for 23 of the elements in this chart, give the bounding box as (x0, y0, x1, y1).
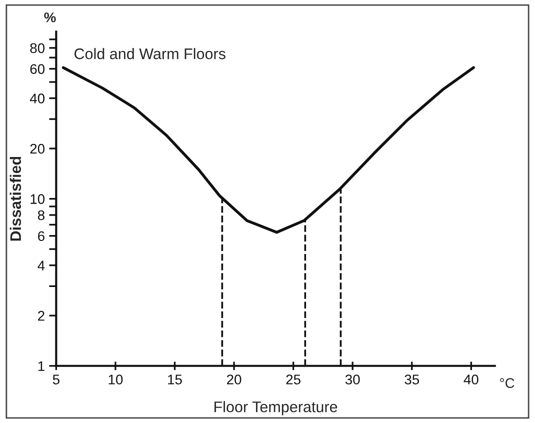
x-tick-label: 40 (464, 374, 478, 384)
y-tick-label: 10 (30, 194, 45, 204)
text: Cold and Warm Floors (74, 48, 226, 60)
x-tick-label: 35 (404, 374, 420, 384)
x-tick-label: 25 (286, 374, 300, 384)
y-axis-title: Dissatisfied (10, 156, 22, 241)
y-tick-label: 60 (30, 64, 45, 74)
x-tick-label: 10 (108, 374, 123, 384)
y-tick-label: 80 (30, 43, 45, 54)
x-tick-label: 30 (345, 374, 360, 384)
y-tick-label: 40 (30, 94, 45, 104)
x-axis-title: Floor Temperature (214, 401, 338, 416)
y-tick-label: 8 (38, 210, 44, 220)
y-tick-label: 20 (30, 144, 45, 154)
x-tick-label: 20 (227, 374, 242, 384)
y-tick-label: 1 (38, 361, 44, 371)
y-tick-label: 6 (38, 231, 44, 242)
y-tick-label: 4 (38, 260, 45, 270)
x-tick-label: 5 (52, 374, 60, 384)
text: °C (500, 378, 514, 388)
x-tick-label: 15 (168, 374, 182, 384)
y-tick-label: 2 (38, 310, 44, 321)
text: % (44, 12, 56, 22)
